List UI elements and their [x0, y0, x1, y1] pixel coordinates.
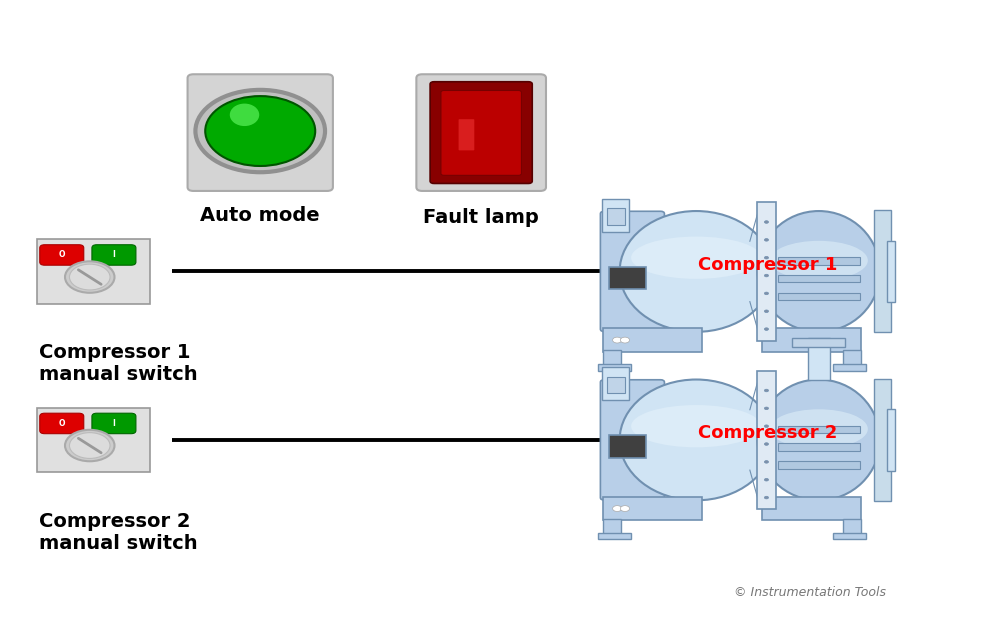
- Ellipse shape: [620, 211, 773, 332]
- Circle shape: [764, 479, 769, 481]
- FancyBboxPatch shape: [36, 408, 149, 472]
- Circle shape: [65, 430, 115, 461]
- Circle shape: [613, 505, 622, 512]
- FancyBboxPatch shape: [602, 368, 629, 400]
- FancyBboxPatch shape: [36, 240, 149, 304]
- Circle shape: [764, 407, 769, 409]
- Circle shape: [764, 310, 769, 313]
- FancyBboxPatch shape: [778, 444, 859, 451]
- Text: Compressor 1
manual switch: Compressor 1 manual switch: [39, 343, 198, 384]
- FancyBboxPatch shape: [756, 202, 777, 341]
- Ellipse shape: [757, 379, 880, 500]
- FancyBboxPatch shape: [459, 119, 474, 150]
- FancyBboxPatch shape: [600, 380, 665, 500]
- Text: © Instrumentation Tools: © Instrumentation Tools: [735, 586, 886, 599]
- FancyBboxPatch shape: [441, 90, 521, 175]
- FancyBboxPatch shape: [833, 533, 866, 539]
- Ellipse shape: [757, 211, 880, 332]
- FancyBboxPatch shape: [607, 208, 625, 225]
- Circle shape: [70, 264, 110, 290]
- FancyBboxPatch shape: [778, 293, 859, 300]
- FancyBboxPatch shape: [778, 461, 859, 469]
- FancyBboxPatch shape: [609, 435, 646, 457]
- FancyBboxPatch shape: [603, 328, 702, 352]
- Circle shape: [764, 275, 769, 277]
- Text: Compressor 2
manual switch: Compressor 2 manual switch: [39, 512, 198, 553]
- FancyBboxPatch shape: [874, 379, 892, 501]
- Circle shape: [764, 425, 769, 427]
- FancyBboxPatch shape: [778, 275, 859, 282]
- FancyBboxPatch shape: [762, 497, 860, 520]
- Circle shape: [764, 221, 769, 223]
- Circle shape: [764, 389, 769, 392]
- Ellipse shape: [631, 236, 761, 279]
- FancyBboxPatch shape: [792, 338, 846, 347]
- FancyBboxPatch shape: [874, 210, 892, 333]
- Circle shape: [764, 443, 769, 446]
- Text: Auto mode: Auto mode: [200, 206, 320, 225]
- Circle shape: [764, 238, 769, 241]
- FancyBboxPatch shape: [844, 351, 860, 368]
- Ellipse shape: [620, 379, 773, 500]
- FancyBboxPatch shape: [887, 409, 895, 470]
- Ellipse shape: [770, 409, 868, 449]
- Text: I: I: [113, 250, 115, 260]
- Text: Compressor 2: Compressor 2: [698, 424, 838, 442]
- Circle shape: [764, 461, 769, 463]
- FancyBboxPatch shape: [602, 199, 629, 232]
- FancyBboxPatch shape: [778, 426, 859, 433]
- Circle shape: [613, 337, 622, 343]
- FancyBboxPatch shape: [598, 364, 630, 371]
- FancyBboxPatch shape: [607, 377, 625, 393]
- Circle shape: [764, 496, 769, 499]
- Circle shape: [764, 328, 769, 330]
- Text: O: O: [59, 250, 65, 260]
- Text: Fault lamp: Fault lamp: [423, 208, 539, 227]
- FancyBboxPatch shape: [844, 519, 860, 537]
- Circle shape: [205, 96, 315, 166]
- FancyBboxPatch shape: [430, 82, 532, 183]
- FancyBboxPatch shape: [92, 413, 136, 434]
- Circle shape: [621, 337, 629, 343]
- Text: I: I: [113, 419, 115, 428]
- FancyBboxPatch shape: [762, 328, 860, 352]
- FancyBboxPatch shape: [887, 241, 895, 302]
- Circle shape: [70, 432, 110, 459]
- FancyBboxPatch shape: [756, 371, 777, 509]
- FancyBboxPatch shape: [39, 413, 83, 434]
- Circle shape: [764, 256, 769, 259]
- Text: O: O: [59, 419, 65, 428]
- FancyBboxPatch shape: [603, 351, 621, 368]
- Circle shape: [65, 261, 115, 293]
- FancyBboxPatch shape: [39, 245, 83, 265]
- Circle shape: [621, 505, 629, 512]
- FancyBboxPatch shape: [603, 519, 621, 537]
- Circle shape: [764, 292, 769, 295]
- Circle shape: [195, 90, 325, 172]
- FancyBboxPatch shape: [778, 257, 859, 265]
- Ellipse shape: [631, 405, 761, 447]
- FancyBboxPatch shape: [600, 212, 665, 331]
- FancyBboxPatch shape: [609, 266, 646, 289]
- FancyBboxPatch shape: [598, 533, 630, 539]
- FancyBboxPatch shape: [92, 245, 136, 265]
- Text: Compressor 1: Compressor 1: [698, 256, 838, 273]
- Ellipse shape: [230, 104, 259, 126]
- FancyBboxPatch shape: [416, 74, 546, 191]
- FancyBboxPatch shape: [188, 74, 333, 191]
- FancyBboxPatch shape: [833, 364, 866, 371]
- Ellipse shape: [770, 241, 868, 280]
- FancyBboxPatch shape: [603, 497, 702, 520]
- FancyBboxPatch shape: [807, 338, 830, 380]
